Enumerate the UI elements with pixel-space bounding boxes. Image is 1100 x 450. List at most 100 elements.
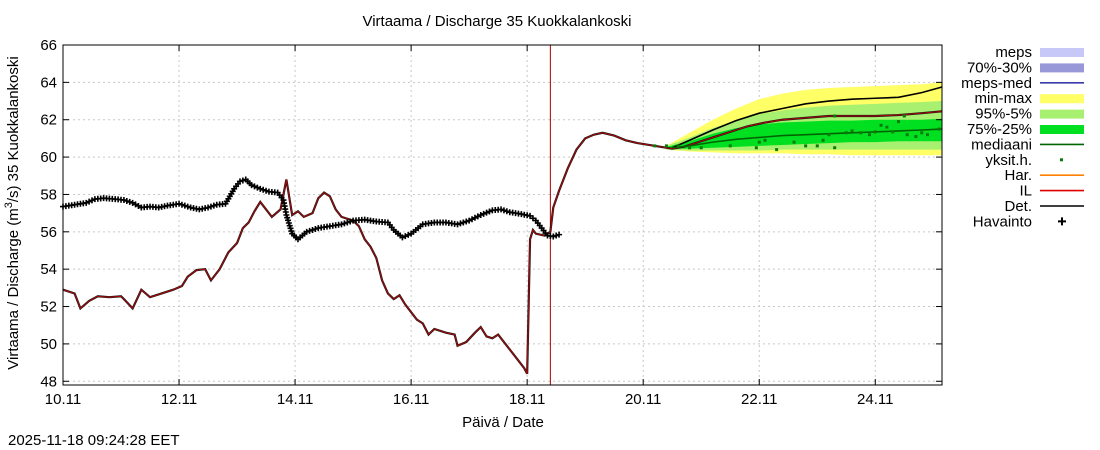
yksit-point (792, 140, 796, 144)
legend-label-70-30: 70%-30% (967, 59, 1032, 76)
series-det (671, 86, 943, 149)
yksit-point (763, 138, 767, 142)
yksit-point (728, 144, 732, 148)
havainto-marker (312, 226, 319, 233)
yksit-point (850, 129, 854, 133)
legend-label-75-25: 75%-25% (967, 121, 1032, 138)
y-axis-label-main: Virtaama / Discharge (m (5, 208, 22, 369)
yksit-point (821, 138, 825, 142)
x-tick-label: 18.11 (509, 391, 545, 408)
y-tick-label: 62 (40, 112, 57, 129)
chart-title: Virtaama / Discharge 35 Kuokkalankoski (362, 13, 631, 30)
havainto-marker (338, 221, 345, 228)
yksit-point (885, 125, 889, 129)
yksit-point (688, 146, 692, 150)
havainto-marker (480, 210, 487, 217)
x-axis-ticks: 10.11 12.11 14.11 16.11 18.11 20.11 22.11 24.11 (45, 45, 893, 408)
y-axis-label-tail: /s) 35 Kuokkalankoski (5, 56, 22, 202)
x-tick-label: 10.11 (45, 391, 81, 408)
yksit-point (827, 133, 831, 137)
x-tick-label: 22.11 (741, 391, 777, 408)
x-tick-label: 14.11 (277, 391, 313, 408)
y-axis-label: Virtaama / Discharge (m3/s) 35 Kuokkalan… (3, 56, 22, 369)
yksit-point (937, 127, 941, 131)
havainto-marker (181, 202, 188, 209)
series-il (62, 110, 943, 375)
legend-label-har: Har. (1004, 167, 1032, 184)
yksit-point (804, 144, 808, 148)
yksit-point (844, 131, 848, 135)
havainto-marker (477, 212, 484, 218)
y-tick-label: 50 (40, 336, 57, 353)
havainto-marker (309, 226, 316, 233)
yksit-point (815, 144, 819, 148)
series-lines (62, 86, 943, 375)
havainto-marker (207, 203, 214, 210)
havainto-marker (236, 178, 243, 185)
havainto-marker (184, 203, 191, 210)
yksit-point (757, 140, 761, 144)
havainto-marker (210, 202, 217, 209)
yksit-point (699, 146, 703, 150)
y-axis-ticks: 48 50 52 54 56 58 60 62 64 66 (40, 37, 942, 390)
yksit-point (833, 114, 837, 118)
plot-frame (62, 44, 943, 386)
havainto-marker (123, 197, 130, 204)
yksit-point (833, 146, 837, 150)
havainto-marker (120, 197, 127, 204)
havainto-marker (347, 218, 354, 225)
havainto-marker (176, 200, 183, 207)
x-tick-label: 16.11 (393, 391, 429, 408)
legend-swatch-min-max (1040, 94, 1084, 104)
havainto-marker (239, 177, 246, 184)
legend-swatch-yksit-h (1060, 158, 1063, 162)
yksit-point (754, 146, 758, 150)
legend-label-95-5: 95%-5% (975, 106, 1032, 123)
x-tick-label: 12.11 (161, 391, 197, 408)
y-tick-label: 54 (40, 261, 57, 278)
havainto-marker (553, 232, 560, 239)
havainto-marker (556, 231, 563, 238)
havainto-marker (483, 209, 490, 216)
y-tick-label: 58 (40, 186, 57, 203)
legend-label-havainto: Havainto (973, 213, 1032, 230)
havainto-marker (460, 219, 467, 226)
yksit-point (664, 144, 668, 148)
yksit-point (920, 131, 924, 135)
legend-swatch-95-5 (1040, 109, 1084, 119)
havainto-marker (550, 233, 557, 240)
legend-label-il: IL (1019, 183, 1032, 200)
series-mediaani (672, 128, 943, 149)
havainto-marker (503, 208, 510, 215)
timestamp: 2025-11-18 09:24:28 EET (8, 432, 180, 449)
x-tick-label: 24.11 (857, 391, 893, 408)
x-tick-label: 20.11 (625, 391, 661, 408)
y-tick-label: 64 (40, 74, 57, 91)
havainto-marker (344, 219, 351, 226)
havainto-marker (498, 206, 505, 213)
havainto-marker (454, 221, 461, 228)
legend-label-mediaani: mediaani (971, 136, 1032, 153)
band-75-25 (666, 118, 942, 149)
legend-swatch-havainto (1058, 217, 1066, 226)
y-tick-label: 48 (40, 373, 57, 390)
legend-swatch-70-30 (1040, 63, 1084, 73)
yksit-point (867, 133, 871, 137)
yksit-point (859, 131, 863, 135)
marker-points (60, 114, 941, 243)
havainto-marker (263, 187, 270, 194)
y-tick-label: 56 (40, 224, 57, 241)
yksit-point (775, 148, 779, 152)
legend-swatch-75-25 (1040, 125, 1084, 134)
havainto-marker (486, 208, 493, 215)
yksit-point (925, 133, 929, 137)
havainto-marker (260, 186, 267, 193)
havainto-marker (463, 218, 470, 225)
havainto-marker (500, 207, 507, 214)
x-axis-label: Päivä / Date (462, 414, 544, 431)
legend-label-det: Det. (1004, 198, 1032, 215)
yksit-point (902, 114, 906, 118)
legend: meps70%-30%meps-medmin-max95%-5%75%-25%m… (961, 44, 1084, 230)
havainto-marker (126, 198, 133, 205)
